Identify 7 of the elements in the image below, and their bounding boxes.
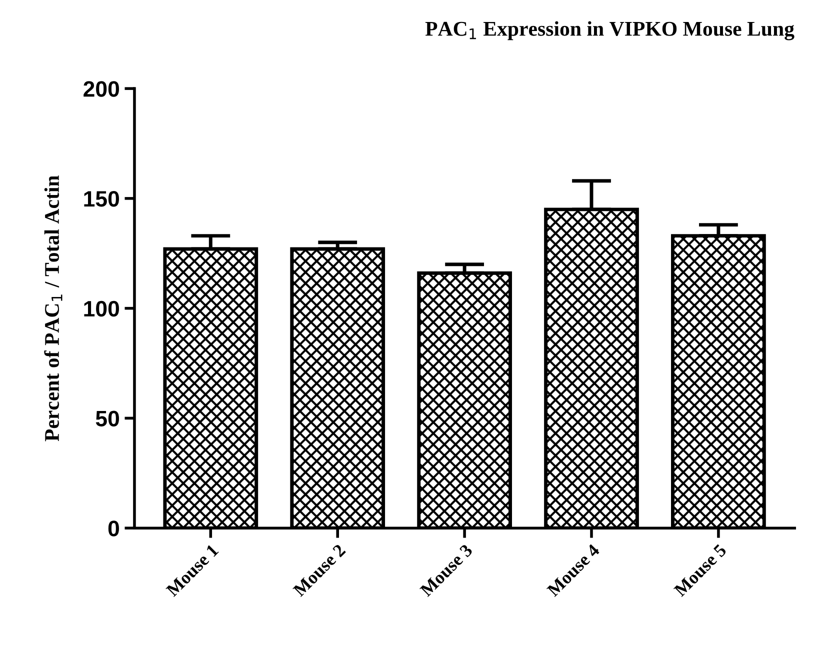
y-tick-label: 0 [108, 520, 119, 536]
y-tick-label: 100 [84, 300, 119, 317]
chart-title: PAC$_{1}$ Expression in VIPKO Mouse Lung [425, 21, 794, 40]
y-tick-label: 150 [84, 190, 119, 207]
y-axis-title: Percent of PAC$_{1}$ / Total Actin [44, 176, 62, 442]
y-tick-label: 50 [96, 410, 119, 426]
y-tick-label: 200 [84, 81, 119, 97]
